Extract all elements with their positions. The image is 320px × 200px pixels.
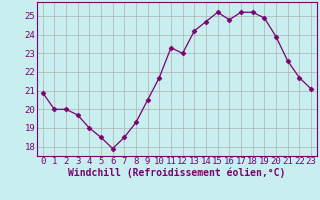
X-axis label: Windchill (Refroidissement éolien,°C): Windchill (Refroidissement éolien,°C) (68, 168, 285, 178)
